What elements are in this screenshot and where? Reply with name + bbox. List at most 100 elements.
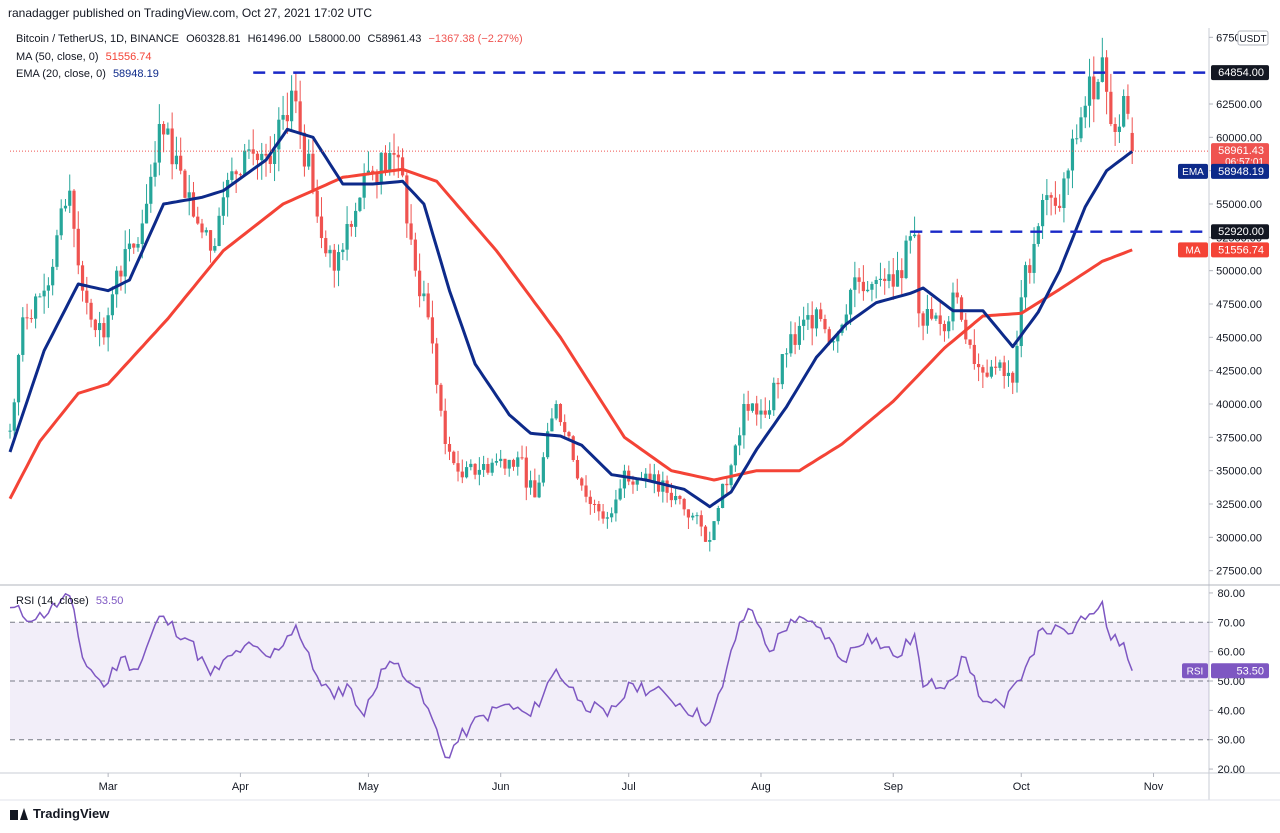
candle-body: [371, 170, 375, 173]
candle-body: [610, 513, 614, 518]
candle-body: [827, 329, 831, 343]
candle: [144, 184, 149, 224]
candle: [921, 311, 925, 341]
candle: [571, 435, 575, 462]
candle-body: [998, 362, 1002, 368]
candle: [162, 121, 166, 153]
tradingview-logo[interactable]: TradingView: [10, 806, 109, 821]
time-tick-label: Apr: [232, 781, 249, 793]
candle-body: [268, 155, 272, 164]
candle-body: [8, 430, 12, 432]
candle-body: [260, 153, 264, 161]
candle: [324, 230, 328, 257]
candle-body: [179, 155, 183, 171]
candle-body: [174, 155, 179, 165]
candle-body: [883, 278, 887, 281]
candle-body: [921, 313, 925, 326]
candle: [430, 300, 435, 354]
candle: [1028, 258, 1032, 284]
candle: [951, 282, 955, 331]
candle: [746, 390, 750, 421]
candle: [720, 483, 725, 509]
candle-body: [349, 224, 353, 227]
candle: [985, 359, 989, 378]
candle: [354, 202, 358, 237]
candle: [200, 218, 204, 239]
candle-body: [298, 101, 302, 133]
candle: [878, 262, 883, 287]
candle-body: [204, 230, 208, 233]
candle: [1117, 114, 1121, 143]
candle: [797, 316, 801, 350]
candle-body: [396, 154, 400, 158]
candle-body: [1011, 372, 1015, 383]
candle-body: [477, 469, 481, 475]
candle: [759, 399, 763, 429]
candle-body: [149, 176, 153, 204]
candle: [1040, 193, 1045, 239]
candle: [917, 230, 921, 328]
countdown-label: 06:57:01: [1225, 157, 1264, 168]
candle-body: [345, 224, 349, 250]
candle: [887, 260, 891, 289]
candle-body: [900, 270, 904, 279]
ema-legend-label: EMA (20, close, 0): [16, 68, 106, 80]
candle-body: [119, 270, 123, 277]
candle-body: [354, 210, 358, 227]
candle: [981, 364, 985, 389]
candle: [563, 414, 567, 440]
candle-body: [25, 317, 29, 319]
candle-body: [302, 132, 307, 167]
candle: [153, 141, 157, 187]
candle: [891, 257, 895, 300]
candle-body: [1130, 132, 1134, 152]
candle: [132, 243, 136, 254]
candle: [998, 359, 1002, 371]
candle-body: [486, 464, 490, 473]
candle-body: [473, 463, 477, 475]
candle: [592, 499, 597, 513]
candle-body: [1104, 57, 1109, 92]
candle: [1023, 261, 1028, 311]
candle-body: [733, 445, 737, 466]
candle: [362, 163, 366, 210]
candle: [972, 329, 976, 370]
ma-legend: MA (50, close, 0) 51556.74: [16, 51, 152, 63]
candle-body: [691, 515, 695, 518]
candle: [1070, 129, 1075, 189]
candle: [1006, 360, 1011, 387]
candle-body: [985, 372, 989, 377]
candle: [959, 295, 964, 322]
candle-body: [861, 281, 865, 292]
candle-body: [912, 234, 917, 237]
candle-body: [1075, 138, 1079, 140]
candle: [691, 512, 695, 521]
candle-body: [170, 128, 174, 165]
candle: [204, 227, 208, 236]
candle-body: [76, 228, 80, 266]
candle-body: [379, 152, 383, 184]
candle: [784, 348, 789, 368]
candle-body: [328, 249, 332, 254]
ma50-line: [8, 167, 1133, 500]
candle-body: [102, 323, 106, 338]
candle: [8, 423, 12, 439]
price-tick-label: 60000.00: [1216, 132, 1262, 144]
candle: [955, 278, 959, 304]
candle-body: [217, 215, 221, 247]
candle-body: [494, 461, 499, 463]
candle-body: [1049, 195, 1053, 198]
candle: [912, 216, 917, 239]
candle: [738, 427, 742, 456]
candle-body: [80, 265, 85, 291]
price-axis-label: 64854.00: [1218, 67, 1264, 79]
candle: [68, 174, 72, 213]
price-axis-label-bg: [1211, 65, 1269, 81]
candle: [819, 302, 823, 322]
candle: [524, 446, 528, 501]
candle-body: [38, 296, 42, 298]
candle: [776, 377, 780, 399]
candle: [179, 137, 183, 175]
candle-body: [72, 190, 76, 229]
candle: [98, 311, 102, 347]
